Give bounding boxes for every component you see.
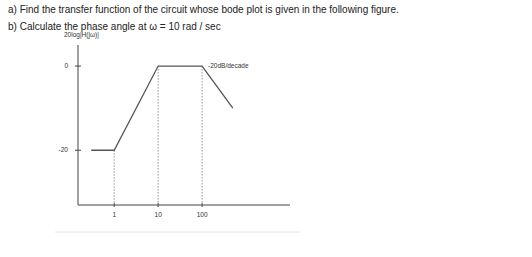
question-b: b) Calculate the phase angle at ω = 10 r… [8, 21, 221, 32]
drop-line [114, 150, 115, 205]
y-axis [78, 45, 79, 205]
plot-area [91, 66, 233, 205]
slope-annotation: -20dB/decade [208, 62, 249, 69]
y-label: 20log|H(jω)| [64, 31, 99, 39]
y-tick [75, 66, 81, 67]
y-tick-label: 0 [64, 62, 68, 69]
page: {"question": {"lines": ["a) Find the tra… [0, 0, 532, 257]
drop-line [158, 66, 159, 205]
bode-line [91, 66, 233, 150]
x-tick-label: 100 [197, 211, 208, 218]
x-axis [78, 205, 290, 206]
x-tick-label: 1 [112, 211, 116, 218]
y-tick [75, 150, 81, 151]
drop-line [202, 66, 203, 205]
question-a: a) Find the transfer function of the cir… [8, 4, 399, 15]
chart: 20log|H(jω)| 0 -20 1 10 100 -20dB/decade [0, 0, 532, 257]
x-tick-label: 10 [155, 211, 163, 218]
y-tick-label: -20 [59, 146, 69, 153]
figure-edge [55, 232, 300, 233]
